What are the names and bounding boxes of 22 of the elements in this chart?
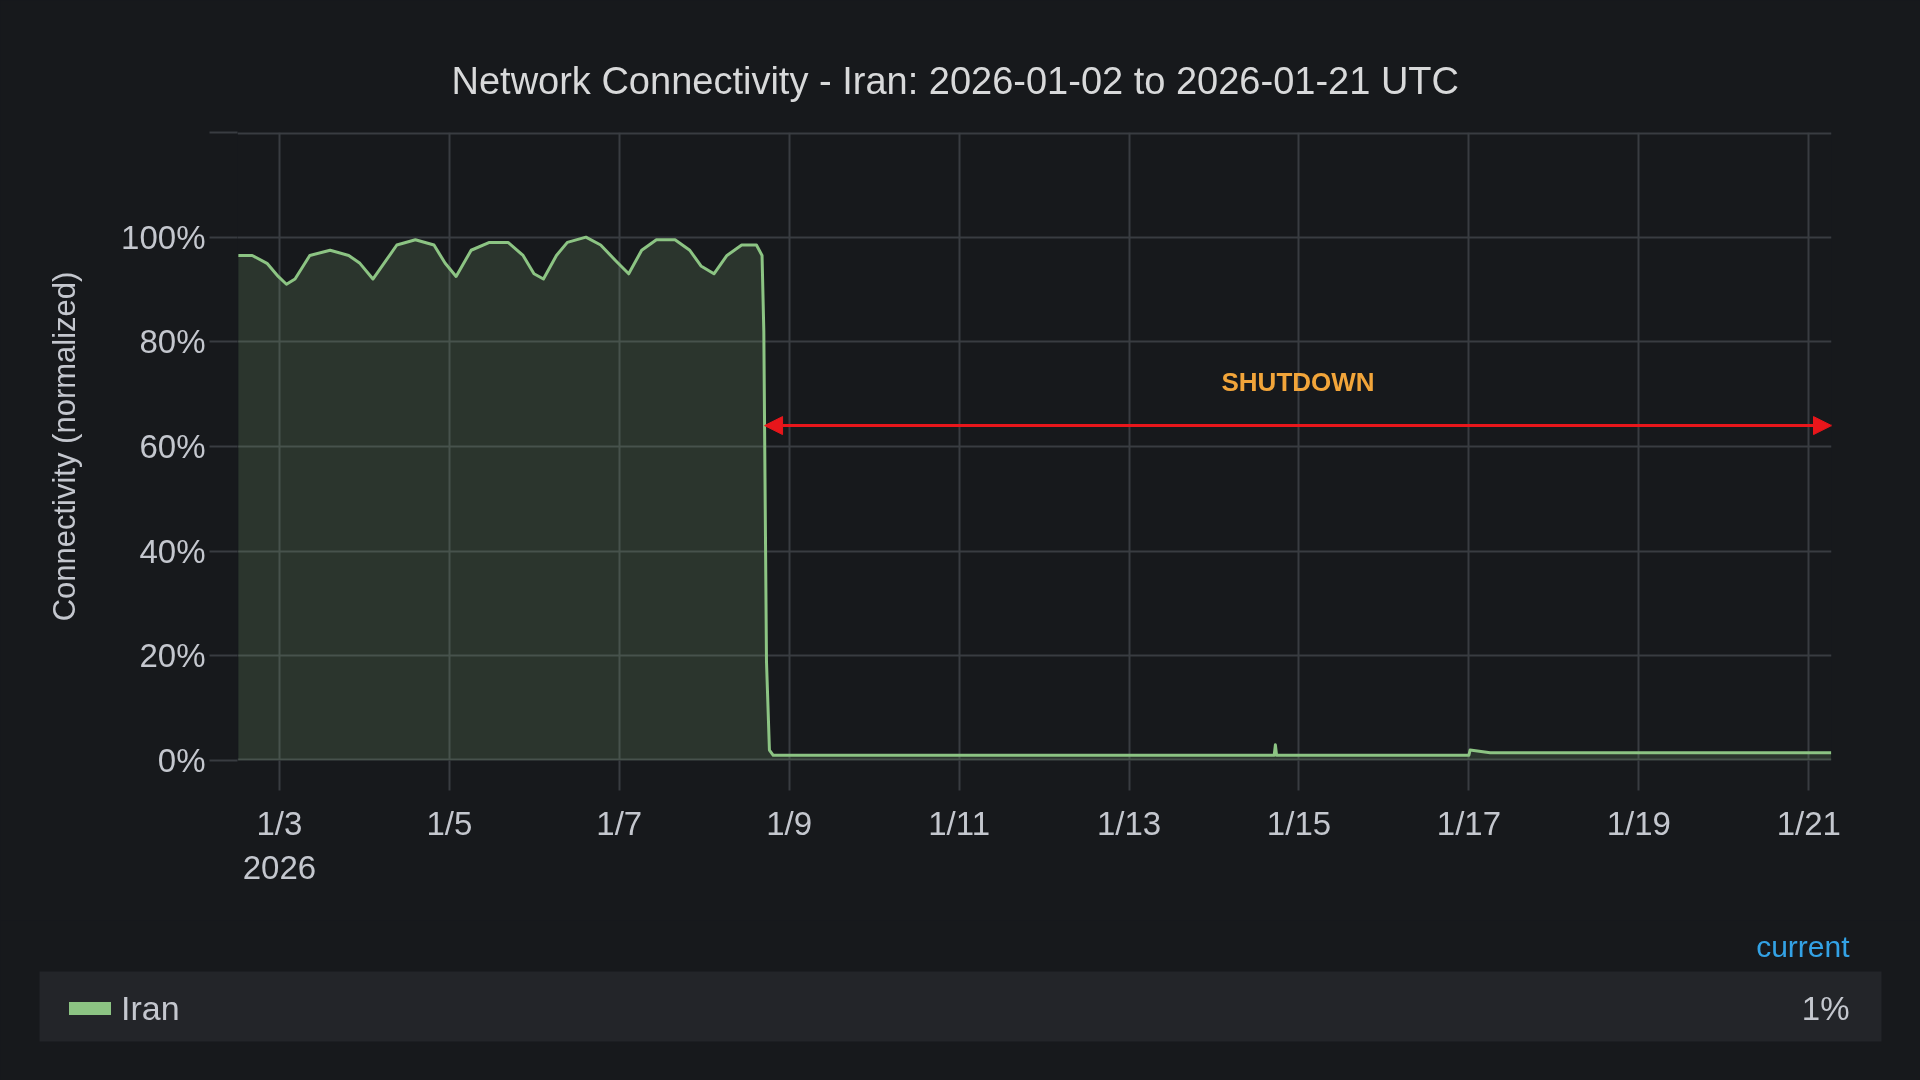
chart-title: Network Connectivity - Iran: 2026-01-02 to 2026-01-21 UTC [451,59,1459,102]
x-tick-label: 1/3 2026 [242,804,317,886]
x-tick-label: 1/21 [1776,804,1841,842]
y-tick-label: 40% [139,532,206,570]
x-tick-label: 1/19 [1606,804,1671,842]
legend-label: Iran [121,988,180,1028]
annotation: SHUTDOWN [1221,366,1375,397]
y-tick-label: 0% [157,742,206,779]
y-tick-label: 60% [139,428,206,465]
x-tick-label: 1/5 [426,804,473,842]
x-tick-label: 1/15 [1266,804,1332,842]
y-axis-title: Connectivity (normalized) [47,271,83,622]
y-tick-label: 20% [139,637,206,675]
x-tick-label: 1/9 [766,804,813,842]
x-tick-label: 1/7 [596,804,643,842]
text: current [1756,930,1851,963]
text: 1% [1801,990,1850,1027]
x-tick-label: 1/11 [928,804,991,842]
y-tick-label: 100% [121,218,206,256]
x-tick-label: 1/13 [1096,804,1162,842]
x-tick-label: 1/17 [1436,804,1502,842]
y-tick-label: 80% [139,323,206,361]
